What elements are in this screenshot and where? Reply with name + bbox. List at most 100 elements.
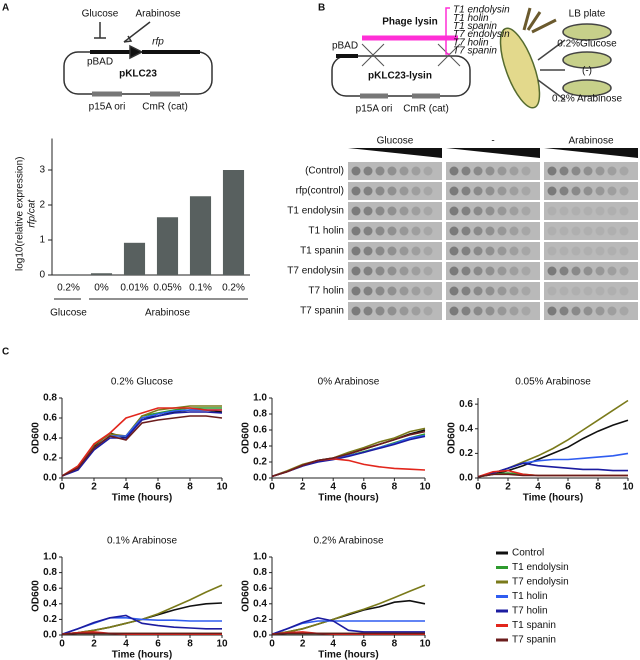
- colony-spot: [449, 186, 459, 196]
- label: pBAD: [87, 57, 113, 68]
- gene-label: T7 holin: [453, 37, 489, 48]
- colony-spot: [583, 306, 593, 316]
- label: CmR (cat): [403, 104, 449, 115]
- x-axis-title: Time (hours): [318, 493, 378, 504]
- x-tick-label: 2: [91, 639, 97, 650]
- y-tick-label: 0.4: [43, 433, 57, 444]
- colony-spot: [375, 226, 385, 236]
- colony-spot: [571, 306, 581, 316]
- y-tick-label: 0.4: [459, 423, 473, 434]
- gene-label: T1 endolysin: [453, 5, 510, 16]
- colony-spot: [485, 206, 495, 216]
- colony-spot: [363, 206, 373, 216]
- y-axis-title: OD600: [241, 580, 252, 612]
- colony-spot: [351, 206, 361, 216]
- x-tick-label: 6: [361, 639, 367, 650]
- colony-spot: [351, 286, 361, 296]
- y-tick-label: 1.0: [253, 393, 267, 404]
- colony-spot: [387, 286, 397, 296]
- colony-spot: [547, 266, 557, 276]
- y-tick-label: 0.6: [43, 413, 57, 424]
- colony-spot: [607, 246, 617, 256]
- colony-spot: [423, 226, 433, 236]
- colony-spot: [607, 286, 617, 296]
- chart-title: 0.2% Arabinose: [313, 536, 383, 547]
- legend-label: T7 holin: [512, 606, 548, 617]
- colony-spot: [595, 206, 605, 216]
- colony-spot: [547, 186, 557, 196]
- colony-spot: [583, 226, 593, 236]
- group-label: Glucose: [50, 308, 87, 319]
- y-tick-label: 0.6: [253, 583, 267, 594]
- colony-spot: [363, 286, 373, 296]
- y-tick-label: 0.2: [253, 614, 267, 625]
- plate-strip: [544, 242, 638, 260]
- colony-spot: [559, 286, 569, 296]
- legend-label: Control: [512, 548, 544, 559]
- label: Arabinose: [135, 9, 180, 20]
- colony-spot: [485, 306, 495, 316]
- colony-spot: [509, 246, 519, 256]
- colony-spot: [583, 186, 593, 196]
- colony-spot: [387, 226, 397, 236]
- colony-spot: [485, 266, 495, 276]
- label: pKLC23-lysin: [368, 71, 432, 82]
- colony-spot: [399, 226, 409, 236]
- y-tick-label: 0.2: [43, 453, 57, 464]
- bar: [57, 274, 80, 275]
- bar: [189, 196, 212, 275]
- colony-spot: [509, 306, 519, 316]
- colony-spot: [583, 246, 593, 256]
- legend-label: T7 endolysin: [512, 577, 569, 588]
- colony-spot: [583, 166, 593, 176]
- y-tick-label: 0.0: [459, 473, 473, 484]
- colony-spot: [351, 186, 361, 196]
- series-line: [271, 430, 426, 478]
- colony-spot: [571, 206, 581, 216]
- colony-spot: [473, 186, 483, 196]
- colony-spot: [399, 306, 409, 316]
- y-axis-title: log10(relative expression): [15, 156, 26, 271]
- row-label: T1 spanin: [300, 246, 344, 257]
- x-tick-label: 0: [269, 639, 275, 650]
- x-tick-label: 0.01%: [120, 283, 148, 294]
- x-tick-label: 6: [155, 639, 161, 650]
- colony-spot: [547, 206, 557, 216]
- colony-spot: [595, 186, 605, 196]
- colony-spot: [509, 266, 519, 276]
- colony-spot: [521, 286, 531, 296]
- colony-spot: [497, 206, 507, 216]
- y-tick-label: 0.2: [43, 614, 57, 625]
- bar: [222, 170, 245, 275]
- label: p15A ori: [89, 102, 126, 113]
- colony-spot: [375, 246, 385, 256]
- gene-label: T7 spanin: [453, 46, 497, 57]
- colony-spot: [461, 266, 471, 276]
- colony-spot: [521, 266, 531, 276]
- x-tick-label: 0.2%: [57, 283, 80, 294]
- legend-label: T7 spanin: [512, 635, 556, 646]
- y-tick-label: 0.6: [43, 583, 57, 594]
- gene-label: T7 endolysin: [453, 29, 510, 40]
- x-tick-label: 4: [330, 482, 336, 493]
- group-label: Arabinose: [145, 308, 190, 319]
- y-tick-label: 0.2: [253, 457, 267, 468]
- series-line: [477, 462, 628, 478]
- colony-spot: [595, 166, 605, 176]
- colony-spot: [461, 246, 471, 256]
- plate-condition: 0.2%Glucose: [557, 39, 617, 50]
- colony-spot: [497, 306, 507, 316]
- colony-spot: [607, 186, 617, 196]
- colony-spot: [423, 166, 433, 176]
- colony-spot: [423, 266, 433, 276]
- y-tick-label: 0.6: [253, 425, 267, 436]
- series-line: [271, 599, 426, 635]
- colony-spot: [473, 166, 483, 176]
- colony-spot: [509, 206, 519, 216]
- colony-spot: [375, 266, 385, 276]
- dilution-wedge: [348, 148, 442, 158]
- colony-spot: [473, 266, 483, 276]
- row-label: T1 holin: [308, 226, 344, 237]
- colony-spot: [485, 286, 495, 296]
- colony-spot: [595, 226, 605, 236]
